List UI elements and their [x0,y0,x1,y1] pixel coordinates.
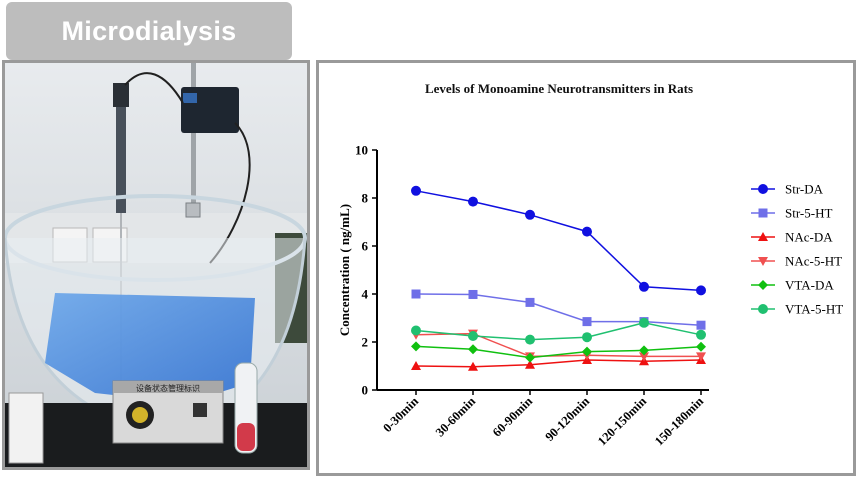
y-tick-label: 8 [362,191,369,206]
legend-marker [758,184,768,194]
legend-label: Str-DA [785,182,824,197]
data-point-str-5-ht [582,317,592,327]
data-point-nac-da [468,361,478,371]
series-line-nac-5-ht [415,332,701,358]
chart-legend: Str-DA Str-5-HT NAc-DA NAc-5-HT VTA-DA VTA-5-… [751,182,843,317]
series-nac-da [411,355,706,371]
data-point-vta-5-ht [411,325,421,336]
microdialysis-photo: 设备状态管理标识 [2,60,310,470]
data-point-str-da [582,226,592,237]
series-line-str-da [415,190,702,292]
y-tick-label: 10 [355,143,368,158]
data-point-str-da [639,281,649,292]
equipment-status-label: 设备状态管理标识 [136,383,200,393]
microdialysis-title-tab: Microdialysis [6,2,292,60]
legend-item-vta-5-ht: VTA-5-HT [751,302,843,317]
data-point-nac-da [525,359,535,369]
data-point-str-5-ht [525,297,535,307]
series-line-vta-da [415,345,702,359]
data-point-str-da [468,196,478,207]
y-axis-label: Concentration ( ng/mL) [337,204,352,336]
data-point-str-5-ht [411,289,421,299]
data-point-str-da [696,285,706,296]
data-point-str-5-ht [696,320,706,330]
series-str-5-ht [411,289,706,330]
x-tick-label: 60-90min [490,394,535,439]
data-point-vta-da [696,341,706,352]
data-point-nac-5-ht [696,352,706,362]
legend-label: NAc-DA [785,230,833,245]
x-tick-label: 0-30min [380,394,421,435]
x-tick-label: 30-60min [433,394,478,439]
series-line-nac-da [415,359,702,368]
data-point-vta-da [525,352,535,363]
data-point-vta-5-ht [696,329,706,340]
chart-series [411,185,706,371]
series-vta-5-ht [411,317,706,345]
x-tick-label: 150-180min [652,394,706,448]
legend-marker [758,304,768,314]
data-point-vta-da [582,346,592,357]
data-point-vta-da [411,341,421,352]
data-point-vta-5-ht [468,331,478,341]
data-point-vta-5-ht [582,332,592,343]
legend-item-str-da: Str-DA [751,182,824,197]
data-point-nac-da [411,361,421,370]
series-vta-da [411,341,706,363]
y-tick-label: 6 [362,239,369,254]
data-point-vta-da [639,345,649,356]
data-point-str-da [525,209,535,220]
data-point-str-da [411,185,421,196]
neurotransmitter-line-chart: Levels of Monoamine Neurotransmitters in… [337,81,843,448]
y-tick-label: 4 [362,287,369,302]
y-tick-label: 2 [362,335,369,350]
legend-label: NAc-5-HT [785,254,842,269]
data-point-str-5-ht [468,289,478,299]
legend-marker [758,208,768,218]
legend-item-nac-da: NAc-DA [751,230,833,245]
legend-label: VTA-DA [785,278,834,293]
y-tick-label: 0 [362,383,369,398]
legend-label: VTA-5-HT [785,302,843,317]
legend-marker [758,280,768,290]
chart-panel: Levels of Monoamine Neurotransmitters in… [316,60,856,476]
legend-marker [758,257,768,266]
data-point-vta-5-ht [639,317,649,328]
legend-marker [758,232,768,241]
x-tick-label: 120-150min [595,394,649,448]
data-point-vta-5-ht [525,334,535,345]
series-line-str-5-ht [415,293,702,326]
microdialysis-title: Microdialysis [61,15,237,46]
lab-equipment-illustration: 设备状态管理标识 [5,63,307,467]
x-tick-label: 90-120min [542,394,592,444]
legend-item-nac-5-ht: NAc-5-HT [751,254,842,269]
chart-title: Levels of Monoamine Neurotransmitters in… [425,81,693,96]
legend-label: Str-5-HT [785,206,832,221]
legend-item-str-5-ht: Str-5-HT [751,206,832,221]
data-point-nac-5-ht [639,352,649,362]
data-point-vta-da [468,344,478,355]
series-line-vta-5-ht [415,322,702,341]
series-str-da [411,185,706,296]
legend-item-vta-da: VTA-DA [751,278,834,293]
